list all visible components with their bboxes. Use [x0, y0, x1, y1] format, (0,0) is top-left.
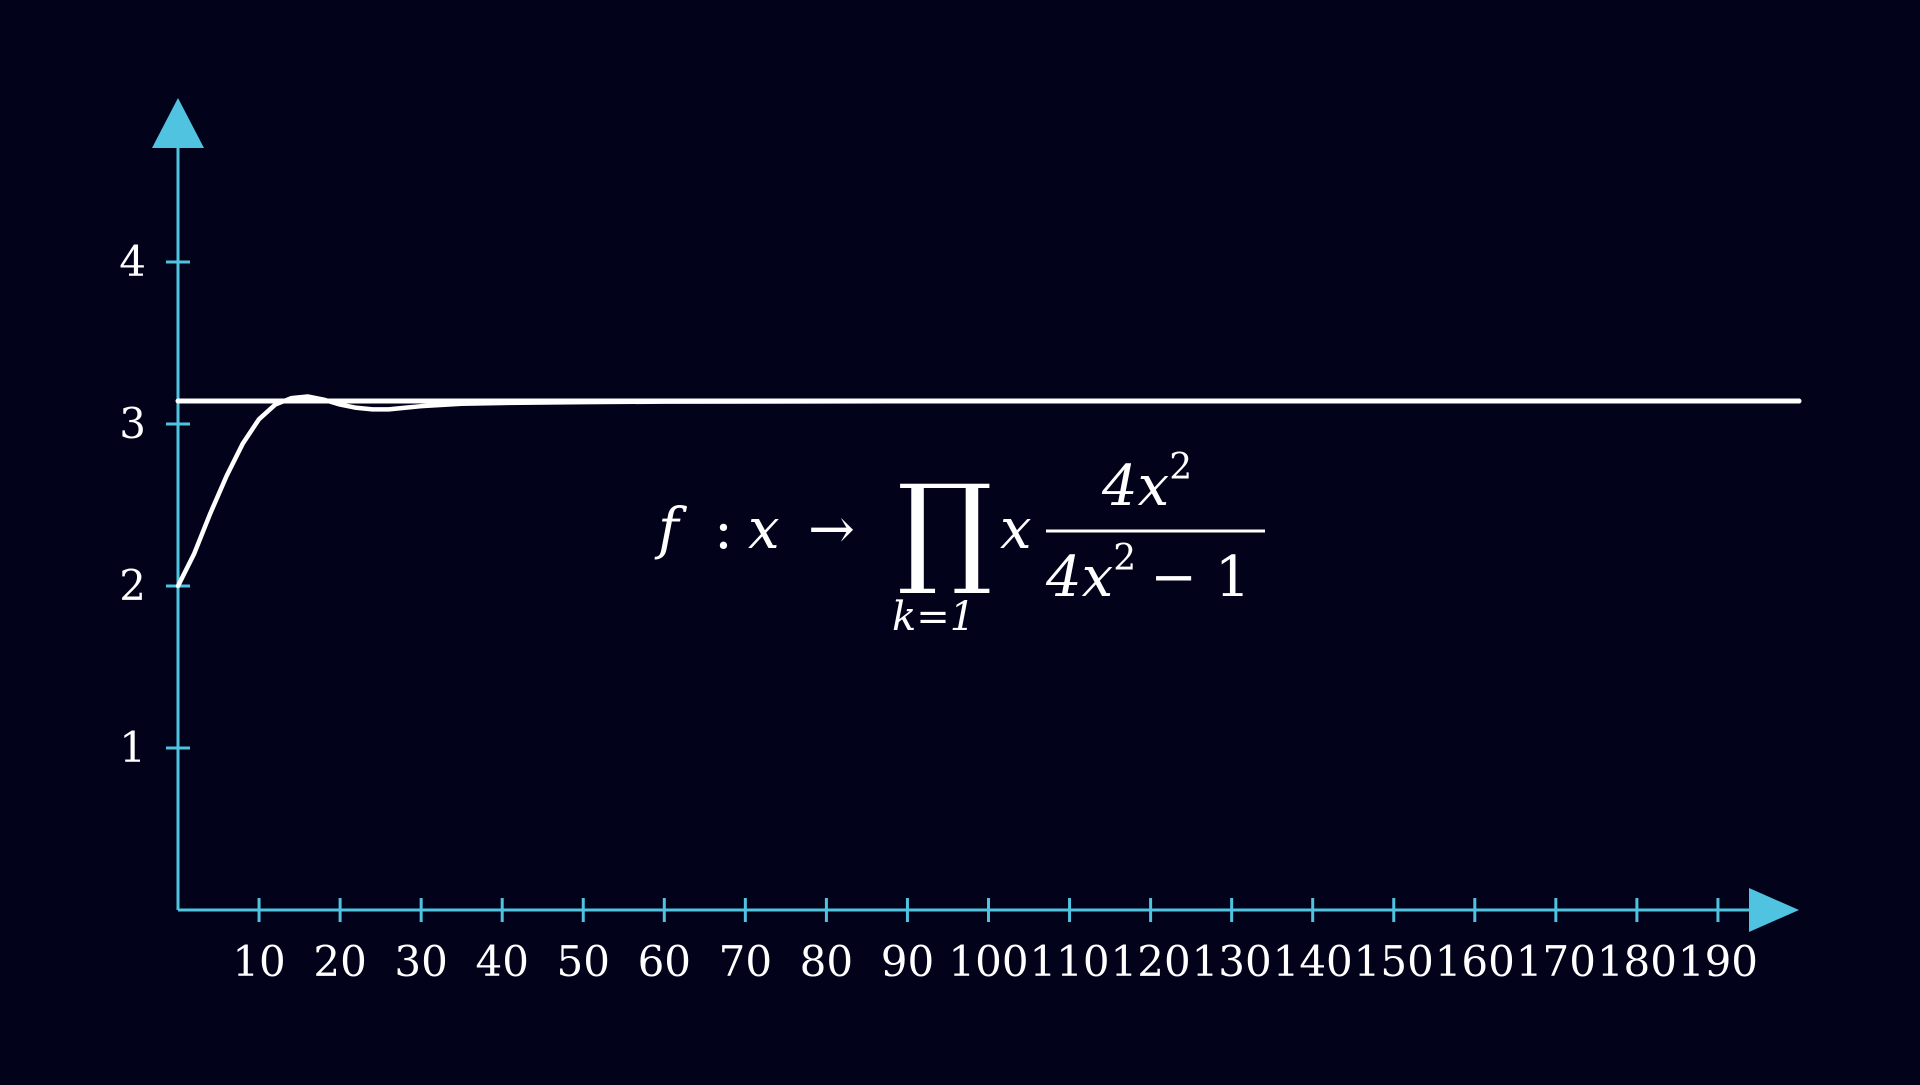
x-tick-label: 180 [1597, 937, 1677, 986]
x-tick-label: 20 [313, 937, 366, 986]
axes [152, 98, 1799, 932]
x-tick-label: 160 [1435, 937, 1515, 986]
x-tick-label: 130 [1192, 937, 1272, 986]
x-tick-label: 80 [800, 937, 853, 986]
formula-denominator-rest: − 1 [1150, 545, 1250, 610]
x-tick-label: 150 [1354, 937, 1434, 986]
formula-product-lower-index: k=1 [892, 594, 975, 640]
formula-arrow: → [808, 497, 855, 562]
y-tick-label: 3 [119, 399, 146, 448]
x-tick-label: 70 [719, 937, 772, 986]
x-tick-label: 30 [394, 937, 447, 986]
x-tick-label: 170 [1516, 937, 1596, 986]
y-axis-arrow [152, 98, 204, 148]
y-tick-label: 2 [119, 561, 146, 610]
formula-factor: x [1000, 497, 1032, 562]
x-tick-label: 120 [1111, 937, 1191, 986]
x-tick-label: 60 [638, 937, 691, 986]
formula-f: f [654, 497, 688, 562]
formula-numerator: 4x2 [1101, 447, 1192, 519]
formula-product-symbol: ∏ [897, 460, 993, 599]
x-tick-label: 90 [881, 937, 934, 986]
x-axis-arrow [1749, 888, 1799, 932]
x-tick-label: 10 [232, 937, 285, 986]
series-group [175, 394, 1802, 589]
formula: f : x → ∏ k=1 x 4x2 4x2− 1 [654, 447, 1265, 640]
formula-denominator: 4x2 − 1 [1045, 538, 1250, 610]
formula-denominator-base: 4x [1045, 545, 1113, 610]
formula-numerator-exponent: 2 [1169, 447, 1192, 488]
formula-denominator-exponent: 2 [1113, 538, 1136, 579]
x-tick-label: 40 [475, 937, 528, 986]
y-tick-label: 4 [119, 237, 146, 286]
formula-numerator-base: 4x [1101, 454, 1169, 519]
y-tick-label: 1 [119, 723, 146, 772]
x-tick-label: 190 [1678, 937, 1758, 986]
x-tick-label: 140 [1273, 937, 1353, 986]
x-tick-label: 100 [948, 937, 1028, 986]
formula-colon: : [714, 497, 733, 562]
x-tick-label: 110 [1029, 937, 1109, 986]
formula-x: x [748, 497, 780, 562]
x-tick-label: 50 [557, 937, 610, 986]
ticks: 10 20 30 40 50 60 70 80 90 100 110 120 130 140 150 160 1… [119, 237, 1758, 986]
